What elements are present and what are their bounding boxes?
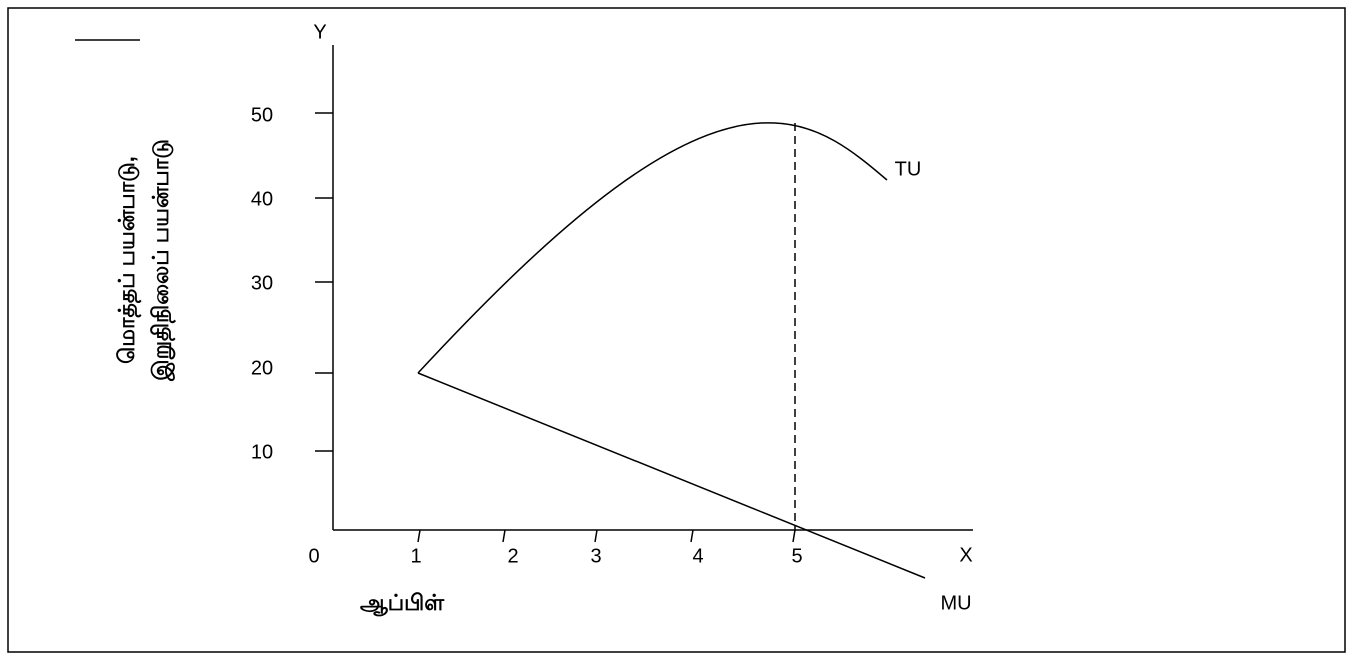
mu-label: MU xyxy=(940,592,971,614)
x-tick-label: 1 xyxy=(410,545,421,567)
y-axis-name: Y xyxy=(313,21,326,43)
tu-curve xyxy=(417,122,888,374)
mu-curve xyxy=(417,372,926,579)
y-tick-label: 30 xyxy=(251,272,273,294)
y-tick-label: 40 xyxy=(251,188,273,210)
y-tick-label: 50 xyxy=(251,104,273,126)
x-ticks xyxy=(417,529,796,543)
x-tick xyxy=(417,529,421,543)
x-tick xyxy=(594,529,598,543)
frame xyxy=(7,7,1346,653)
y-tick-label: 20 xyxy=(251,357,273,379)
x-axis-name: X xyxy=(959,544,972,566)
y-ticks xyxy=(315,112,333,452)
x-tick xyxy=(690,529,694,543)
y-axis-label: மொத்தப் பயன்பாடு, xyxy=(114,156,142,364)
x-tick-label: 2 xyxy=(507,545,518,567)
origin-label: 0 xyxy=(308,545,319,567)
x-tick-label: 4 xyxy=(692,545,703,567)
x-tick xyxy=(792,529,796,543)
x-tick-label: 3 xyxy=(590,545,601,567)
y-axis-label: இறுதிநிலைப் பயன்பாடு xyxy=(148,139,176,382)
y-tick-label: 10 xyxy=(251,441,273,463)
x-tick-label: 5 xyxy=(791,545,802,567)
x-tick xyxy=(502,529,506,543)
tu-label: TU xyxy=(895,158,922,180)
x-axis-label: ஆப்பிள் xyxy=(360,590,445,617)
